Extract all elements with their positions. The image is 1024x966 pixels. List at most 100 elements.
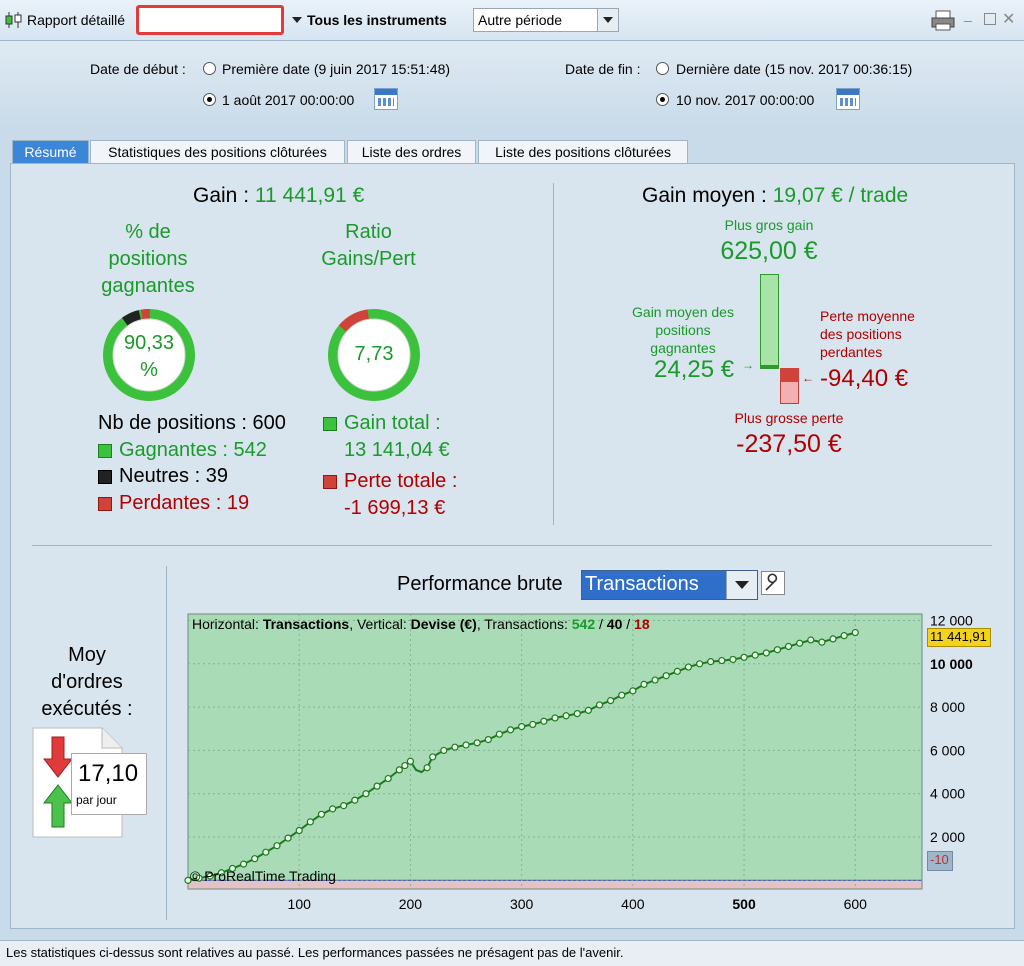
data-point [573, 710, 581, 718]
avg-loss-label-line: perdantes [820, 344, 883, 360]
end-custom-date-value[interactable]: 10 nov. 2017 00:00:00 [676, 92, 815, 108]
data-point [707, 658, 715, 666]
x-tick-label: 100 [288, 896, 312, 912]
orders-unit: par jour [76, 793, 117, 807]
data-point [595, 701, 604, 709]
close-icon[interactable]: ✕ [1002, 11, 1016, 28]
chevron-down-icon[interactable] [726, 571, 757, 599]
tab-closed-positions-list[interactable]: Liste des positions clôturées [478, 140, 688, 163]
avg-loss-bar [780, 368, 799, 382]
candlestick-icon [5, 12, 22, 28]
disclaimer-text: Les statistiques ci-dessus sont relative… [6, 945, 624, 960]
orders-value-box [71, 753, 147, 815]
ratio-donut [328, 309, 420, 401]
data-point [295, 826, 303, 835]
chart-info-line: Horizontal: Transactions, Vertical: Devi… [192, 616, 650, 632]
win-pct-donut [103, 309, 195, 402]
data-point [384, 774, 392, 783]
avg-loss-label: Perte moyenne des positions perdantes [820, 307, 915, 361]
y-tick-label: 10 000 [930, 656, 973, 672]
data-point [762, 649, 770, 657]
data-point [473, 739, 481, 747]
info-neutral-count: 40 [606, 616, 623, 632]
data-point [429, 753, 437, 761]
winners-count: Gagnantes : 542 [119, 439, 267, 461]
avg-gain-bar [760, 365, 779, 369]
disclaimer-footer: Les statistiques ci-dessus sont relative… [0, 940, 1024, 966]
y-tick-label: 12 000 [930, 612, 973, 628]
orders-title-line: Moy [68, 644, 106, 666]
data-point [217, 869, 225, 877]
data-point [284, 834, 292, 842]
start-custom-date-radio[interactable] [203, 93, 216, 106]
orders-title-line: d'ordres [51, 671, 123, 693]
data-point [440, 746, 448, 755]
data-point [651, 676, 659, 684]
neutral-legend-swatch [98, 470, 112, 484]
data-point [562, 712, 570, 720]
orders-title: Moy d'ordres exécutés : [20, 642, 154, 723]
period-select-value: Autre période [478, 12, 563, 28]
instruments-dropdown[interactable]: Tous les instruments [307, 12, 447, 28]
chart-positive-area [187, 613, 923, 881]
gain-value: 11 441,91 € [254, 184, 365, 207]
end-custom-date-radio[interactable] [656, 93, 669, 106]
info-v-value: Devise (€) [410, 616, 477, 632]
title-bar: Rapport détaillé Tous les instruments Au… [0, 0, 1024, 41]
period-select[interactable]: Autre période [473, 8, 619, 32]
data-point [807, 636, 815, 644]
start-first-date-radio[interactable] [203, 62, 216, 75]
data-point [362, 790, 370, 798]
avg-gain-value: 19,07 € / trade [772, 184, 909, 207]
last-value-tag: 11 441,91 [927, 628, 991, 647]
data-point [351, 796, 359, 804]
end-last-date-radio[interactable] [656, 62, 669, 75]
info-h-value: Transactions [262, 616, 350, 632]
data-point [818, 638, 826, 646]
chevron-down-icon[interactable] [597, 9, 618, 31]
y-tick-label: 2 000 [930, 829, 965, 845]
info-win-count: 542 [571, 616, 596, 632]
biggest-gain-label: Plus gros gain [724, 217, 814, 233]
data-point [228, 864, 237, 873]
x-tick-label: 400 [621, 896, 645, 912]
data-point [751, 651, 759, 659]
data-point [506, 726, 515, 734]
start-first-date-option[interactable]: Première date (9 juin 2017 15:51:48) [222, 61, 451, 77]
minimize-icon[interactable]: _ [964, 6, 972, 22]
loss-total-swatch [323, 475, 337, 489]
tab-orders-list[interactable]: Liste des ordres [347, 140, 476, 163]
data-point [729, 655, 737, 664]
performance-chart[interactable]: 12 000 10 000 8 000 6 000 4 000 2 000 100 200 30… [150, 606, 1000, 918]
maximize-icon[interactable] [984, 13, 996, 25]
ratio-value: 7,73 [354, 343, 394, 365]
x-tick-label: 600 [844, 896, 868, 912]
chevron-down-icon[interactable] [292, 17, 302, 23]
performance-mode-select[interactable]: Transactions [581, 570, 758, 600]
start-custom-date-value[interactable]: 1 août 2017 00:00:00 [222, 92, 355, 108]
win-pct-unit: % [140, 359, 158, 381]
calendar-icon[interactable] [374, 88, 398, 110]
settings-wrench-button[interactable] [761, 571, 785, 595]
instrument-search-input[interactable] [136, 5, 284, 35]
data-point [518, 722, 526, 731]
data-point [184, 876, 192, 884]
tab-closed-positions-stats[interactable]: Statistiques des positions clôturées [90, 140, 345, 163]
y-tick-label: 8 000 [930, 699, 965, 715]
gain-heading: Gain : 11 441,91 € [193, 184, 364, 208]
orders-value: 17,10 [78, 760, 139, 787]
data-point [328, 805, 337, 813]
gain-label: Gain : [193, 184, 250, 207]
data-point [784, 642, 793, 651]
start-date-label: Date de début : [90, 61, 186, 77]
print-icon[interactable] [931, 10, 957, 32]
calendar-icon[interactable] [836, 88, 860, 110]
end-last-date-option[interactable]: Dernière date (15 nov. 2017 00:36:15) [676, 61, 913, 77]
arrow-right-icon: → [742, 358, 754, 372]
winners-legend-swatch [98, 444, 112, 458]
info-v-label: , Vertical: [349, 616, 407, 632]
info-loss-count: 18 [634, 616, 650, 632]
tab-summary[interactable]: Résumé [12, 140, 89, 163]
min-value-tag: -10 [927, 851, 953, 871]
section-divider [166, 566, 167, 920]
